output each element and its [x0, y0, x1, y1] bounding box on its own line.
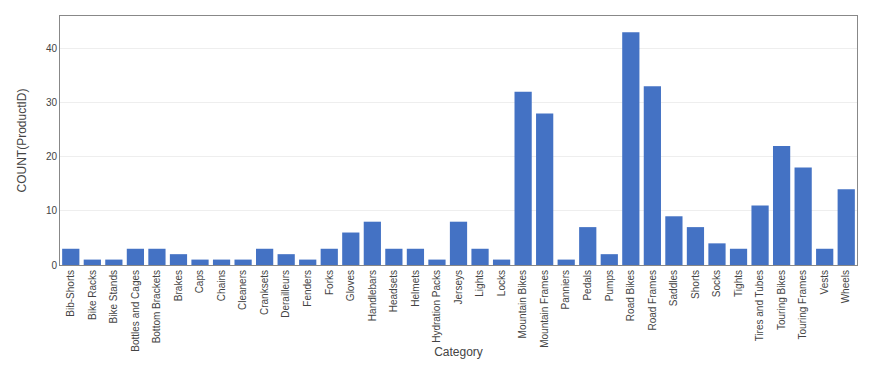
svg-text:Handlebars: Handlebars [367, 270, 378, 321]
svg-text:Bottles and Cages: Bottles and Cages [130, 270, 141, 352]
svg-text:Pedals: Pedals [582, 270, 593, 301]
svg-text:Bike Racks: Bike Racks [87, 270, 98, 320]
svg-text:Caps: Caps [194, 270, 205, 293]
svg-text:30: 30 [46, 97, 58, 108]
svg-text:Bottom Brackets: Bottom Brackets [151, 270, 162, 343]
svg-text:Helmets: Helmets [410, 270, 421, 307]
svg-text:Vests: Vests [819, 270, 830, 294]
svg-text:Forks: Forks [324, 270, 335, 295]
svg-text:Fenders: Fenders [302, 270, 313, 307]
svg-text:Mountain Bikes: Mountain Bikes [517, 270, 528, 338]
svg-text:Tires and Tubes: Tires and Tubes [754, 270, 765, 341]
svg-text:Mountain Frames: Mountain Frames [539, 270, 550, 348]
svg-text:COUNT(ProductID): COUNT(ProductID) [15, 88, 29, 192]
svg-text:Bib-Shorts: Bib-Shorts [65, 270, 76, 317]
svg-text:Road Frames: Road Frames [647, 270, 658, 331]
svg-text:Headsets: Headsets [388, 270, 399, 312]
svg-text:Jerseys: Jerseys [453, 270, 464, 304]
svg-text:Panniers: Panniers [560, 270, 571, 309]
svg-text:Touring Frames: Touring Frames [797, 270, 808, 339]
svg-text:10: 10 [46, 205, 58, 216]
svg-text:Shorts: Shorts [690, 270, 701, 299]
svg-text:Pumps: Pumps [604, 270, 615, 301]
svg-text:Cranksets: Cranksets [259, 270, 270, 315]
svg-text:Tights: Tights [733, 270, 744, 297]
svg-text:Touring Bikes: Touring Bikes [776, 270, 787, 330]
svg-text:0: 0 [51, 260, 57, 271]
svg-text:Bike Stands: Bike Stands [108, 270, 119, 323]
svg-text:Wheels: Wheels [840, 270, 851, 303]
svg-text:Cleaners: Cleaners [237, 270, 248, 310]
svg-text:20: 20 [46, 151, 58, 162]
svg-text:Lights: Lights [474, 270, 485, 297]
svg-text:Derailleurs: Derailleurs [280, 270, 291, 318]
svg-text:Chains: Chains [216, 270, 227, 301]
svg-text:Gloves: Gloves [345, 270, 356, 301]
svg-text:Saddles: Saddles [668, 270, 679, 306]
svg-text:Socks: Socks [711, 270, 722, 297]
svg-text:Hydration Packs: Hydration Packs [431, 270, 442, 343]
svg-text:Locks: Locks [496, 270, 507, 296]
svg-text:40: 40 [46, 43, 58, 54]
svg-text:Category: Category [434, 345, 483, 359]
svg-text:Road Bikes: Road Bikes [625, 270, 636, 321]
svg-text:Brakes: Brakes [173, 270, 184, 301]
